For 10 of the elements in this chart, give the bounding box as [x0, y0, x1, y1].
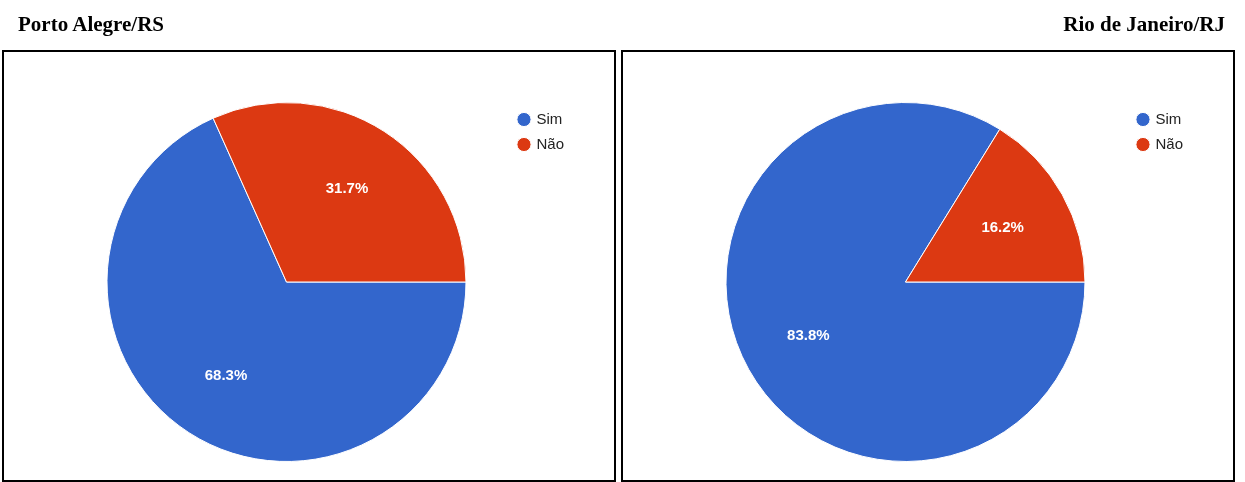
legend-label: Não — [1155, 134, 1184, 152]
data-label: 16.2% — [981, 217, 1024, 235]
data-label: 83.8% — [787, 326, 830, 344]
data-label: 31.7% — [325, 178, 369, 196]
chart-title: Rio de Janeiro/RJ — [1063, 12, 1225, 37]
chart-title: Porto Alegre/RS — [18, 12, 164, 37]
legend-label: Sim — [1155, 109, 1182, 127]
legend-label: Não — [536, 134, 565, 152]
data-label: 68.3% — [204, 365, 248, 383]
legend-label: Sim — [536, 109, 563, 127]
